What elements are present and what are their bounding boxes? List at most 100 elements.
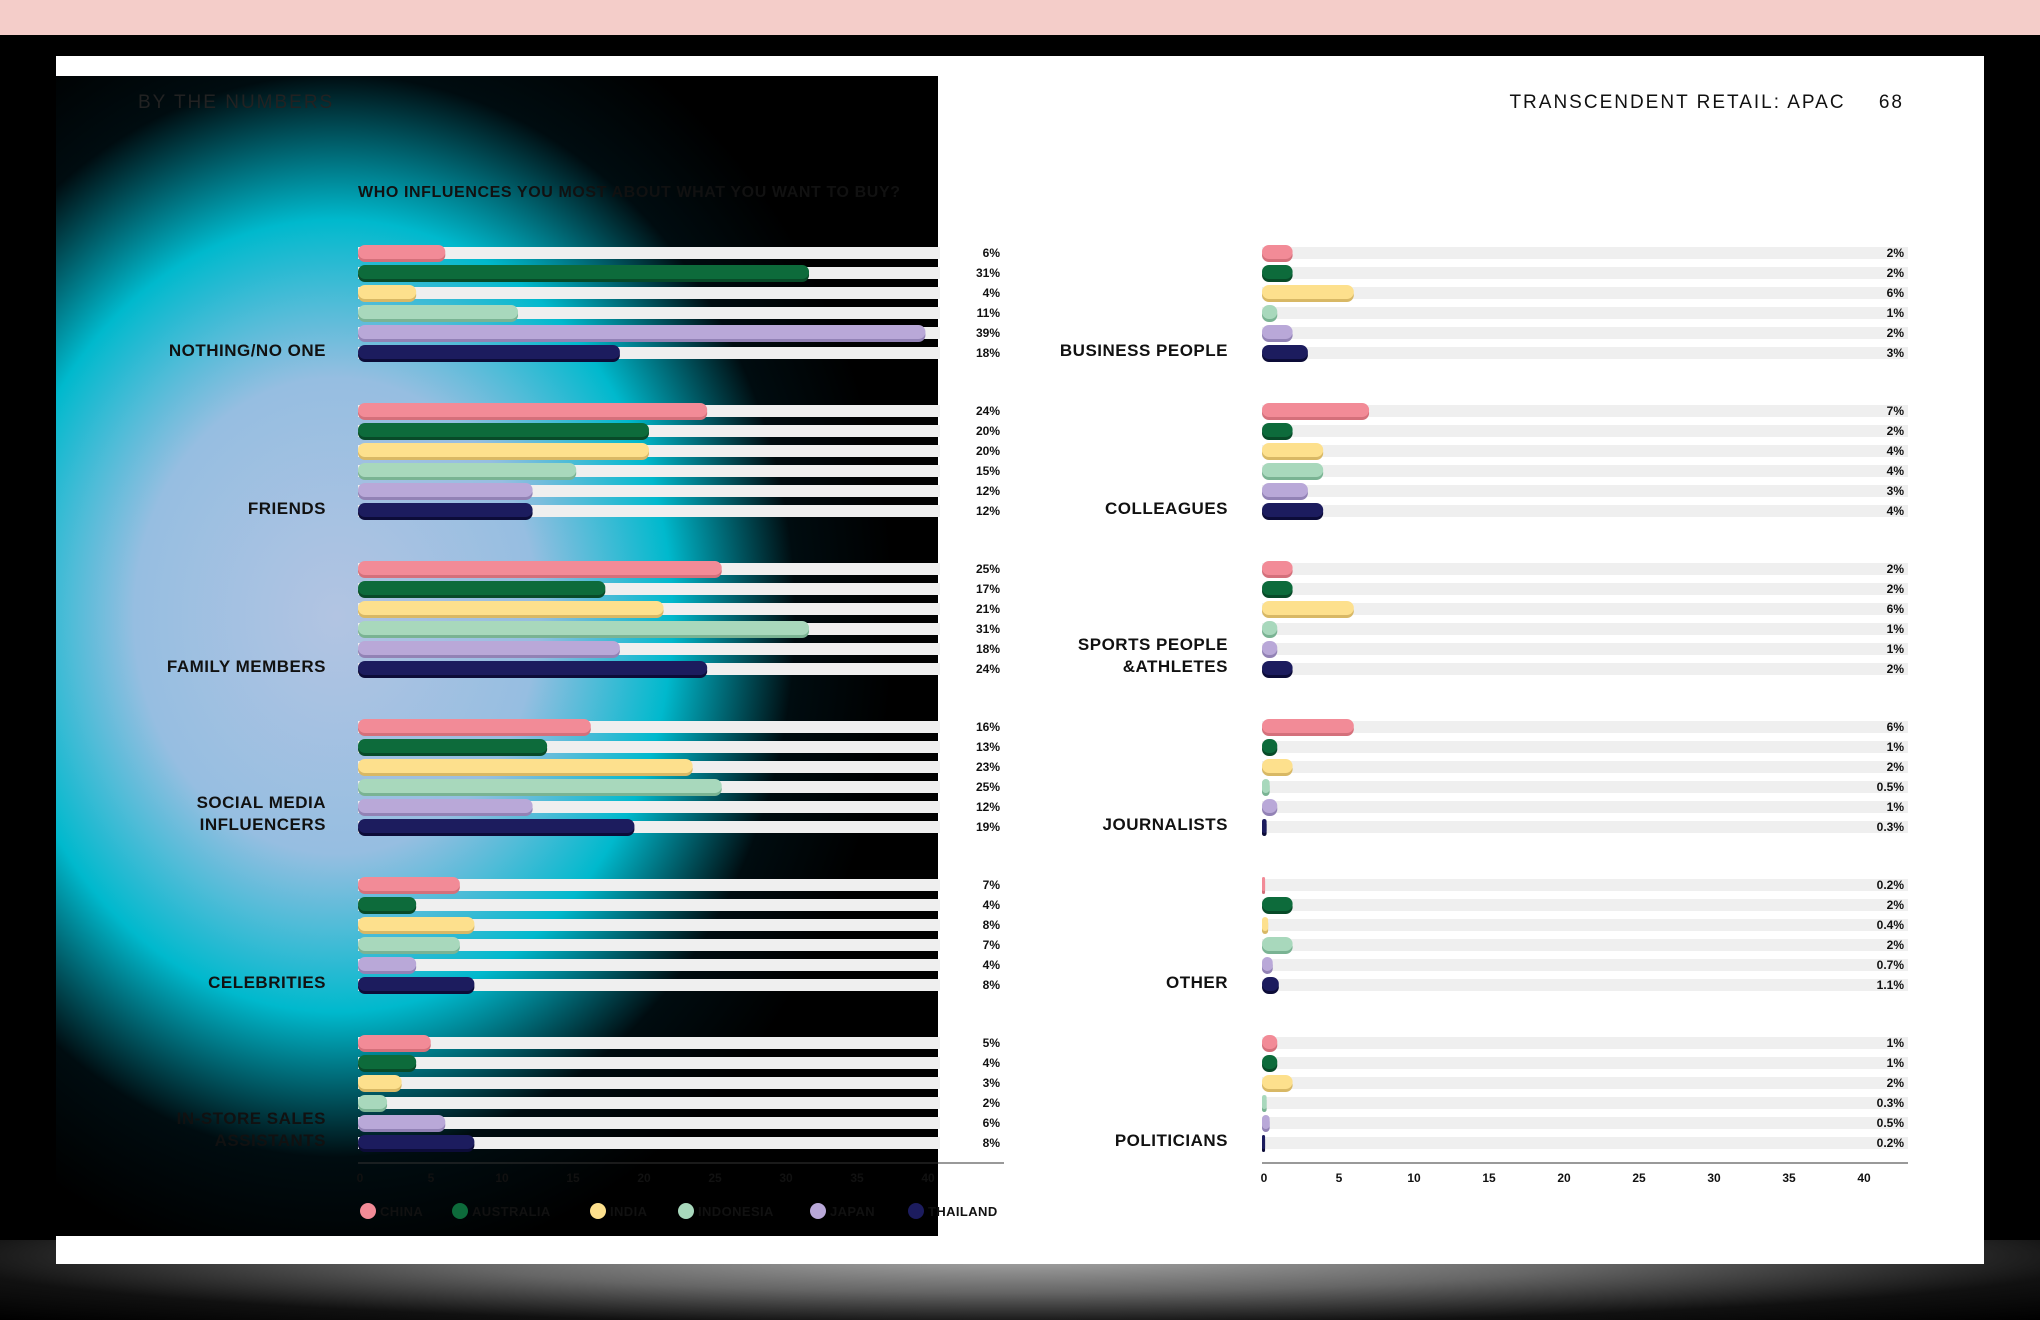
bar-thailand bbox=[358, 977, 475, 991]
bar-track bbox=[1262, 563, 1908, 575]
bar-track bbox=[1262, 1117, 1908, 1129]
value-label: 15% bbox=[976, 464, 1000, 478]
x-tick-label: 30 bbox=[779, 1171, 793, 1185]
bar-track bbox=[1262, 721, 1908, 733]
bar-track bbox=[1262, 247, 1908, 259]
bar-china bbox=[358, 719, 591, 733]
bar-thailand bbox=[1262, 819, 1267, 833]
bar-track bbox=[358, 879, 940, 891]
bar-australia bbox=[1262, 581, 1293, 595]
value-label: 8% bbox=[983, 1136, 1001, 1150]
value-label: 0.4% bbox=[1877, 918, 1905, 932]
page-number: 68 bbox=[1878, 92, 1904, 113]
legend-label: CHINA bbox=[380, 1204, 423, 1219]
value-label: 3% bbox=[983, 1076, 1001, 1090]
x-tick-label: 15 bbox=[1482, 1171, 1496, 1185]
category-label: BUSINESS PEOPLE bbox=[1060, 341, 1228, 360]
bar-indonesia bbox=[1262, 621, 1278, 635]
legend-label: INDIA bbox=[610, 1204, 648, 1219]
bar-track bbox=[1262, 1037, 1908, 1049]
bar-indonesia bbox=[358, 463, 577, 477]
bar-track bbox=[1262, 1077, 1908, 1089]
value-label: 2% bbox=[1887, 938, 1905, 952]
category-label: &ATHLETES bbox=[1123, 657, 1228, 676]
bar-thailand bbox=[358, 1135, 475, 1149]
bar-track bbox=[358, 979, 940, 991]
bar-track bbox=[358, 919, 940, 931]
x-tick-label: 5 bbox=[1336, 1171, 1343, 1185]
bar-track bbox=[1262, 1057, 1908, 1069]
bar-japan bbox=[1262, 483, 1308, 497]
bar-indonesia bbox=[358, 1095, 388, 1109]
bar-china bbox=[1262, 719, 1354, 733]
bar-track bbox=[1262, 505, 1908, 517]
bar-china bbox=[358, 403, 708, 417]
value-label: 1% bbox=[1887, 740, 1905, 754]
value-label: 25% bbox=[976, 562, 1000, 576]
category-label: SOCIAL MEDIA bbox=[197, 793, 326, 812]
bar-track bbox=[358, 1117, 940, 1129]
value-label: 1% bbox=[1887, 800, 1905, 814]
value-label: 1% bbox=[1887, 1056, 1905, 1070]
bar-indonesia bbox=[358, 621, 810, 635]
bar-japan bbox=[1262, 641, 1278, 655]
bar-track bbox=[358, 959, 940, 971]
bar-track bbox=[1262, 879, 1908, 891]
bar-thailand bbox=[358, 819, 635, 833]
value-label: 6% bbox=[983, 1116, 1001, 1130]
bar-track bbox=[1262, 959, 1908, 971]
bar-india bbox=[1262, 601, 1354, 615]
value-label: 6% bbox=[1887, 286, 1905, 300]
category-label: NOTHING/NO ONE bbox=[169, 341, 326, 360]
bar-track bbox=[1262, 899, 1908, 911]
top-edge-strip bbox=[0, 0, 2040, 35]
bar-track bbox=[1262, 1137, 1908, 1149]
bar-australia bbox=[358, 423, 649, 437]
bar-indonesia bbox=[1262, 937, 1293, 951]
bar-india bbox=[358, 443, 649, 457]
bar-china bbox=[358, 245, 446, 259]
value-label: 23% bbox=[976, 760, 1000, 774]
category-label: FAMILY MEMBERS bbox=[167, 657, 326, 676]
value-label: 3% bbox=[1887, 346, 1905, 360]
value-label: 12% bbox=[976, 504, 1000, 518]
bar-track bbox=[1262, 347, 1908, 359]
value-label: 17% bbox=[976, 582, 1000, 596]
x-tick-label: 15 bbox=[566, 1171, 580, 1185]
bar-australia bbox=[1262, 265, 1293, 279]
bar-thailand bbox=[1262, 661, 1293, 675]
value-label: 0.3% bbox=[1877, 1096, 1905, 1110]
bar-thailand bbox=[358, 503, 533, 517]
bar-track bbox=[358, 899, 940, 911]
value-label: 1% bbox=[1887, 1036, 1905, 1050]
bar-track bbox=[1262, 583, 1908, 595]
bar-track bbox=[358, 247, 940, 259]
bar-track bbox=[1262, 307, 1908, 319]
bar-india bbox=[358, 601, 664, 615]
bar-japan bbox=[1262, 1115, 1270, 1129]
category-label: FRIENDS bbox=[248, 499, 326, 518]
bar-indonesia bbox=[1262, 463, 1324, 477]
bar-australia bbox=[1262, 739, 1278, 753]
bar-track bbox=[1262, 425, 1908, 437]
legend-swatch-china bbox=[360, 1203, 376, 1219]
value-label: 4% bbox=[983, 958, 1001, 972]
bar-indonesia bbox=[358, 305, 519, 319]
legend-label: JAPAN bbox=[830, 1204, 875, 1219]
bar-track bbox=[1262, 801, 1908, 813]
x-tick-label: 35 bbox=[1782, 1171, 1796, 1185]
bar-japan bbox=[358, 1115, 446, 1129]
bar-thailand bbox=[1262, 503, 1324, 517]
bar-indonesia bbox=[358, 937, 460, 951]
value-label: 31% bbox=[976, 622, 1000, 636]
value-label: 7% bbox=[983, 878, 1001, 892]
bar-japan bbox=[1262, 325, 1293, 339]
bar-track bbox=[1262, 603, 1908, 615]
value-label: 12% bbox=[976, 800, 1000, 814]
x-tick-label: 25 bbox=[1632, 1171, 1646, 1185]
bar-australia bbox=[1262, 897, 1293, 911]
x-tick-label: 35 bbox=[850, 1171, 864, 1185]
bar-indonesia bbox=[1262, 779, 1270, 793]
bar-india bbox=[1262, 443, 1324, 457]
bar-thailand bbox=[358, 661, 708, 675]
